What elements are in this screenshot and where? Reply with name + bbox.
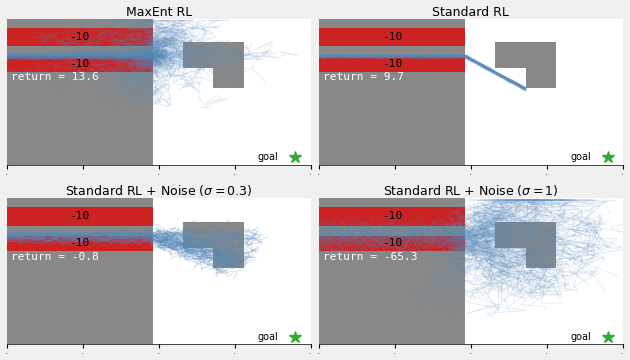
Bar xyxy=(7,207,152,226)
Text: -10: -10 xyxy=(69,211,89,221)
Title: Standard RL + Noise ($\sigma = 0.3$): Standard RL + Noise ($\sigma = 0.3$) xyxy=(65,183,253,198)
Bar xyxy=(319,236,465,251)
Title: MaxEnt RL: MaxEnt RL xyxy=(125,5,192,19)
Bar xyxy=(495,222,556,267)
Bar xyxy=(183,68,214,88)
Bar xyxy=(7,198,152,345)
Bar xyxy=(319,207,465,226)
Text: goal: goal xyxy=(570,332,591,342)
Text: return = 9.7: return = 9.7 xyxy=(323,72,404,82)
Bar xyxy=(319,56,465,72)
Bar xyxy=(319,28,465,46)
Bar xyxy=(183,222,244,267)
Text: -10: -10 xyxy=(382,238,402,248)
Text: goal: goal xyxy=(570,153,591,162)
Bar xyxy=(7,56,152,72)
Bar xyxy=(7,28,152,46)
Bar xyxy=(183,248,214,267)
Text: -10: -10 xyxy=(382,59,402,69)
Bar xyxy=(495,42,556,88)
Text: goal: goal xyxy=(258,332,278,342)
Bar xyxy=(7,236,152,251)
Text: return = -0.8: return = -0.8 xyxy=(11,252,99,262)
Bar xyxy=(495,68,525,88)
Text: -10: -10 xyxy=(69,32,89,42)
Text: goal: goal xyxy=(258,153,278,162)
Bar xyxy=(183,42,244,88)
Bar xyxy=(319,19,465,165)
Text: -10: -10 xyxy=(69,59,89,69)
Text: -10: -10 xyxy=(382,211,402,221)
Text: -10: -10 xyxy=(382,32,402,42)
Bar xyxy=(495,248,525,267)
Title: Standard RL + Noise ($\sigma = 1$): Standard RL + Noise ($\sigma = 1$) xyxy=(383,183,559,198)
Bar xyxy=(7,19,152,165)
Text: return = 13.6: return = 13.6 xyxy=(11,72,99,82)
Bar xyxy=(319,198,465,345)
Text: -10: -10 xyxy=(69,238,89,248)
Title: Standard RL: Standard RL xyxy=(432,5,509,19)
Text: return = -65.3: return = -65.3 xyxy=(323,252,418,262)
